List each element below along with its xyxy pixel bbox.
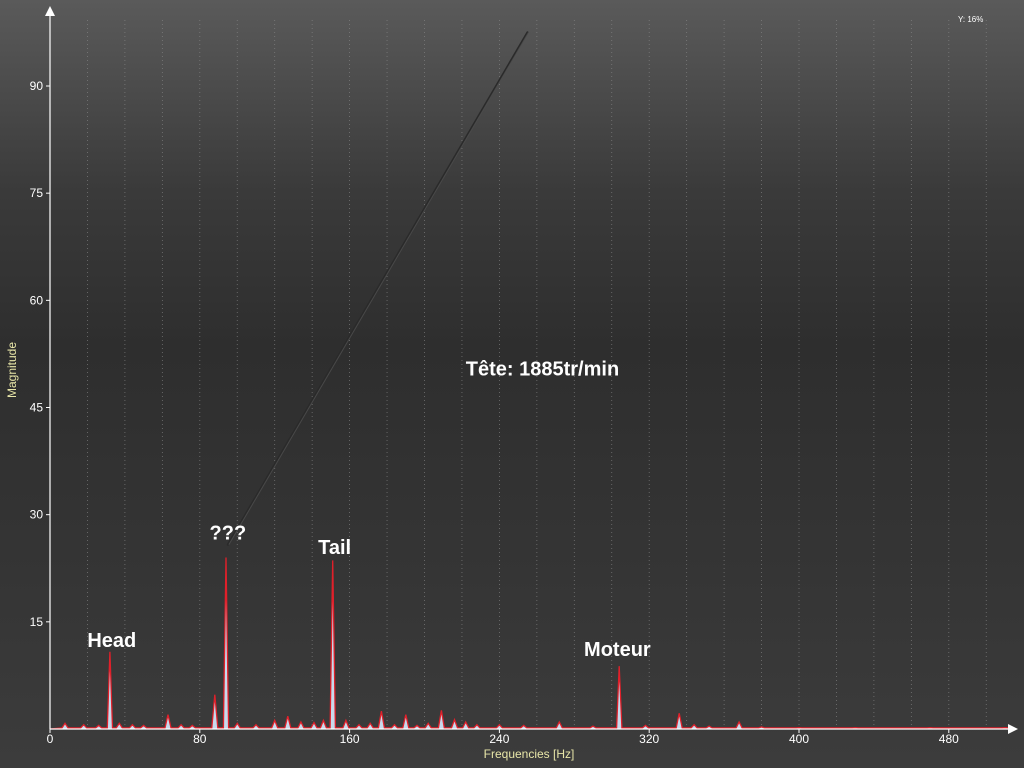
zoom-indicator: Y: 16%: [958, 15, 983, 24]
y-axis-ticks: 15 30 45 60 75 90: [30, 79, 50, 629]
x-axis-arrow: [1008, 724, 1018, 734]
x-tick-label: 320: [639, 732, 659, 746]
y-tick-label: 30: [30, 508, 44, 522]
annotation-label: Tail: [318, 537, 351, 559]
x-tick-label: 240: [489, 732, 509, 746]
annotation-arrow: [226, 31, 529, 546]
spectrum-line: [49, 557, 1009, 730]
annotation-label: ???: [210, 523, 247, 545]
y-axis-title: Magnitude: [5, 342, 19, 398]
annotation-label: Head: [87, 630, 136, 652]
x-tick-label: 0: [47, 732, 54, 746]
annotation-label: Tête: 1885tr/min: [466, 358, 619, 380]
y-tick-label: 75: [30, 186, 44, 200]
x-tick-label: 160: [340, 732, 360, 746]
annotation-label: Moteur: [584, 639, 651, 661]
annotations: Head??? Tail Moteur Tête: 1885tr/min: [87, 31, 651, 661]
spectrum-fill: [50, 557, 1009, 729]
y-axis-arrow: [45, 6, 55, 16]
axes: [45, 6, 1018, 734]
x-tick-label: 480: [939, 732, 959, 746]
y-tick-label: 90: [30, 79, 44, 93]
y-tick-label: 15: [30, 615, 44, 629]
x-axis-ticks: 0 80 160 240 320 400 480: [47, 729, 959, 746]
annotation-arrow-highlight: [228, 32, 529, 545]
y-tick-label: 45: [30, 401, 44, 415]
x-tick-label: 400: [789, 732, 809, 746]
y-tick-label: 60: [30, 293, 44, 307]
x-axis-title: Frequencies [Hz]: [484, 747, 575, 761]
x-tick-label: 80: [193, 732, 207, 746]
spectrum-area: [49, 557, 1009, 730]
